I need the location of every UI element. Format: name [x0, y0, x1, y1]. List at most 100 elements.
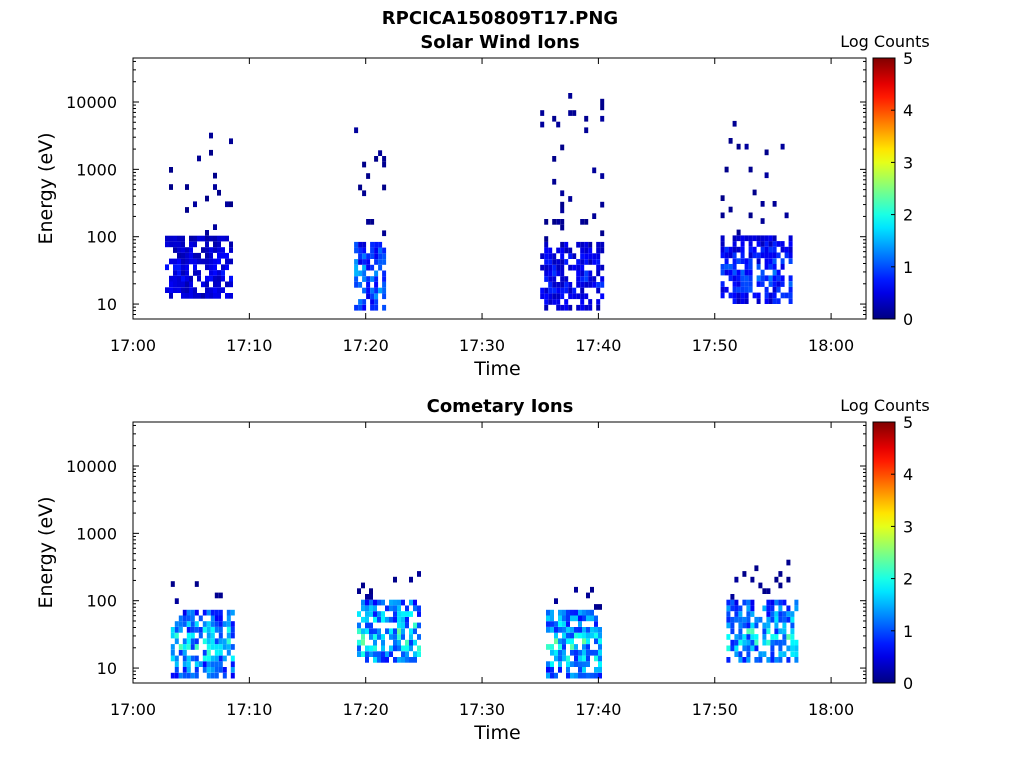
- cell-burst-4: [734, 616, 739, 623]
- cell-burst-3: [578, 615, 582, 622]
- cell-burst-1: [209, 264, 213, 271]
- cell-burst-4: [720, 235, 725, 242]
- cell-burst-2: [385, 651, 389, 657]
- cell-burst-2: [357, 622, 361, 629]
- cell-burst-3: [590, 649, 594, 656]
- cell-burst-3: [596, 287, 601, 294]
- cell-burst-4: [780, 258, 785, 264]
- cell-burst-3: [560, 304, 565, 311]
- cell-burst-3: [582, 672, 586, 679]
- cell-burst-2: [370, 276, 375, 282]
- cell-burst-1: [170, 632, 175, 639]
- cell-burst-2: [413, 622, 417, 629]
- cell-burst-4: [770, 645, 775, 652]
- cell-burst-1: [189, 287, 193, 293]
- cell-burst-1: [202, 627, 207, 633]
- cell-burst-3: [594, 604, 598, 610]
- cell-burst-4: [738, 657, 743, 663]
- cell-burst-1: [205, 235, 209, 242]
- y-tick-label: 100: [86, 228, 117, 247]
- cell-burst-4: [790, 616, 795, 623]
- x-tick-label: 17:50: [692, 336, 738, 355]
- cell-burst-1: [201, 235, 205, 242]
- cell-burst-2: [377, 657, 381, 663]
- cell-burst-2: [389, 628, 393, 635]
- cell-burst-1: [226, 644, 231, 650]
- cell-burst-1: [169, 184, 173, 190]
- cell-burst-3: [578, 655, 582, 662]
- x-tick-label: 17:10: [226, 336, 272, 355]
- cell-burst-3: [568, 287, 573, 294]
- cell-burst-1: [205, 264, 209, 271]
- cell-burst-3: [576, 304, 581, 311]
- x-tick-label: 17:30: [459, 336, 505, 355]
- cell-burst-2: [374, 156, 379, 162]
- cell-burst-1: [218, 661, 223, 667]
- cell-burst-4: [760, 218, 765, 224]
- cell-burst-3: [554, 649, 558, 656]
- cell-burst-3: [560, 287, 565, 294]
- cell-burst-4: [786, 634, 791, 640]
- cell-burst-4: [788, 235, 793, 242]
- cell-burst-4: [768, 246, 773, 253]
- cell-burst-4: [728, 246, 733, 253]
- cell-burst-4: [744, 286, 749, 293]
- cell-burst-3: [546, 661, 550, 667]
- cell-burst-3: [544, 299, 549, 305]
- cell-burst-3: [580, 304, 585, 311]
- cell-burst-1: [190, 627, 195, 633]
- cell-burst-4: [778, 616, 783, 623]
- cell-burst-4: [736, 298, 741, 304]
- cell-burst-3: [544, 304, 549, 311]
- cell-burst-1: [217, 189, 221, 196]
- cell-burst-2: [405, 645, 409, 652]
- cell-burst-4: [738, 611, 743, 617]
- cell-burst-2: [405, 616, 409, 623]
- cell-burst-2: [374, 299, 379, 305]
- cell-burst-4: [724, 258, 729, 264]
- cell-burst-4: [766, 628, 771, 635]
- cell-burst-1: [217, 287, 221, 293]
- cell-burst-3: [544, 276, 549, 282]
- cell-burst-4: [772, 258, 777, 264]
- cell-burst-4: [754, 616, 759, 623]
- cell-burst-2: [382, 156, 387, 162]
- cell-burst-1: [210, 644, 215, 650]
- cell-burst-1: [218, 655, 223, 662]
- cell-burst-4: [776, 286, 781, 293]
- cell-burst-1: [177, 235, 181, 242]
- cell-burst-4: [738, 622, 743, 629]
- cell-burst-4: [730, 622, 735, 629]
- cell-burst-2: [374, 293, 379, 300]
- cell-burst-3: [600, 293, 605, 300]
- cell-burst-2: [393, 645, 397, 652]
- cell-burst-1: [229, 258, 233, 265]
- cell-burst-1: [206, 667, 211, 673]
- colorbar-tick-label: 2: [903, 570, 913, 589]
- cell-burst-4: [766, 622, 771, 629]
- cell-burst-2: [397, 634, 401, 640]
- cell-burst-3: [548, 282, 553, 288]
- cell-burst-4: [750, 611, 755, 617]
- cell-burst-2: [413, 605, 417, 612]
- cell-burst-4: [752, 189, 757, 196]
- cell-burst-2: [370, 253, 375, 259]
- cell-burst-3: [600, 276, 605, 282]
- cell-burst-1: [206, 672, 211, 679]
- cell-burst-3: [562, 621, 566, 627]
- cell-burst-1: [190, 672, 195, 679]
- cell-burst-4: [720, 269, 725, 276]
- cell-burst-2: [397, 628, 401, 635]
- cell-burst-2: [393, 616, 397, 623]
- cell-burst-3: [552, 287, 557, 294]
- cell-burst-4: [788, 275, 793, 282]
- cell-burst-2: [389, 651, 393, 657]
- cell-burst-1: [230, 655, 235, 662]
- cell-burst-1: [193, 270, 197, 276]
- cell-burst-4: [790, 645, 795, 652]
- cell-burst-2: [373, 657, 377, 663]
- cell-burst-2: [374, 270, 379, 277]
- cell-burst-2: [401, 611, 405, 617]
- cell-burst-4: [756, 275, 761, 282]
- cell-burst-4: [786, 645, 791, 652]
